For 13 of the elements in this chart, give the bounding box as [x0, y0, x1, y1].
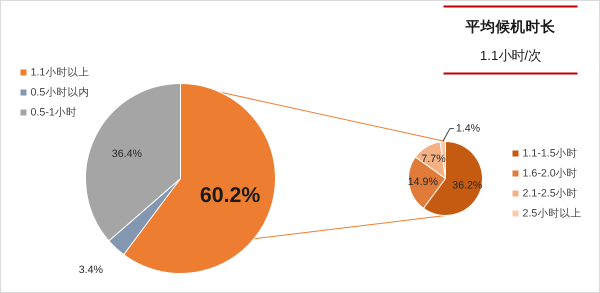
data-label: 36.4% — [112, 148, 143, 160]
legend-label: 2.5小时以上 — [522, 206, 582, 220]
legend-label: 1.1小时以上 — [30, 66, 90, 78]
legend-label: 1.1-1.5小时 — [522, 146, 578, 160]
data-label: 1.4% — [456, 122, 481, 135]
legend-label: 0.5小时以内 — [30, 86, 90, 98]
data-label: 3.4% — [78, 264, 104, 276]
legend-label: 1.6-2.0小时 — [522, 166, 578, 180]
text: 1.1小时/次 — [480, 48, 542, 63]
data-label: 60.2% — [200, 182, 260, 207]
text: 平均候机时长 — [464, 18, 556, 36]
legend-label: 2.1-2.5小时 — [522, 186, 578, 200]
legend-label: 0.5-1小时 — [30, 106, 77, 118]
